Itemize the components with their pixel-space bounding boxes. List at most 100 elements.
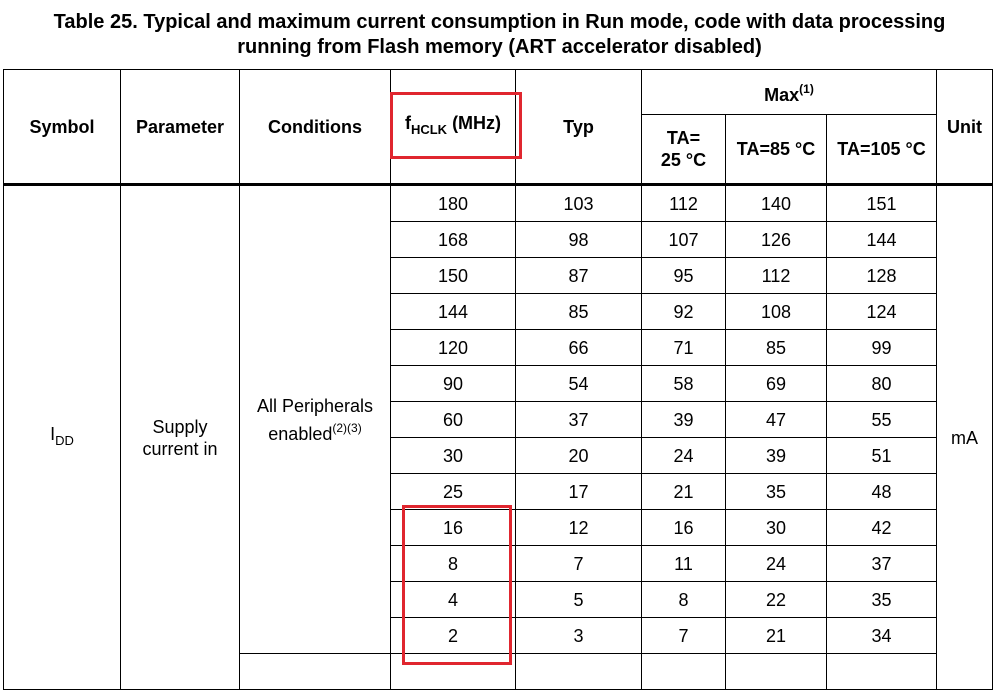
cell-typ: 7 bbox=[515, 545, 642, 582]
cell-max-ta25: 11 bbox=[641, 545, 726, 582]
fhclk-subscript: HCLK bbox=[410, 122, 448, 137]
cell-max-ta85: 30 bbox=[725, 509, 827, 546]
ta25-line-1: TA= bbox=[666, 128, 701, 148]
unit-value: mA bbox=[951, 427, 979, 448]
header-max: Max(1) bbox=[640, 69, 938, 115]
cell-max-ta85: 24 bbox=[725, 545, 827, 582]
cell-fhclk: 4 bbox=[390, 581, 516, 618]
cell-max-ta85: 140 bbox=[725, 184, 827, 222]
cell-max-ta25: 107 bbox=[641, 221, 726, 258]
cell-max-ta85-next bbox=[725, 653, 827, 690]
cell-max-ta85: 35 bbox=[725, 473, 827, 510]
cell-fhclk: 30 bbox=[390, 437, 516, 474]
idd-subscript: DD bbox=[55, 433, 74, 448]
cell-fhclk: 144 bbox=[390, 293, 516, 330]
header-fhclk: fHCLK (MHz) bbox=[390, 69, 516, 186]
header-ta-25: TA= 25 °C bbox=[641, 114, 726, 186]
cell-max-ta85: 69 bbox=[725, 365, 827, 402]
cell-typ: 3 bbox=[515, 617, 642, 654]
cell-max-ta25: 112 bbox=[641, 184, 726, 222]
cell-max-ta105: 99 bbox=[825, 329, 938, 366]
table-row: 144 85 92 108 124 bbox=[4, 293, 993, 330]
unit-cell: mA bbox=[936, 184, 994, 690]
cell-fhclk: 2 bbox=[390, 617, 516, 654]
cell-fhclk-next bbox=[390, 653, 516, 690]
cell-max-ta105: 34 bbox=[825, 617, 938, 654]
cell-max-ta105: 35 bbox=[825, 581, 938, 618]
max-label: Max bbox=[764, 85, 800, 105]
conditions-cell: All Peripherals enabled(2)(3) bbox=[239, 184, 391, 654]
cell-typ: 12 bbox=[515, 509, 642, 546]
conditions-line-1: All Peripherals bbox=[256, 395, 374, 416]
max-footnote: (1) bbox=[799, 82, 814, 96]
cell-fhclk: 16 bbox=[390, 509, 516, 546]
cell-max-ta85: 47 bbox=[725, 401, 827, 438]
cell-typ: 66 bbox=[515, 329, 642, 366]
cell-max-ta25: 8 bbox=[641, 581, 726, 618]
conditions-line-2: enabled(2)(3) bbox=[241, 417, 390, 445]
cell-typ: 37 bbox=[515, 401, 642, 438]
parameter-cell: Supply current in bbox=[120, 184, 240, 690]
cell-max-ta25: 95 bbox=[641, 257, 726, 294]
table-row: 60 37 39 47 55 bbox=[4, 401, 993, 438]
table-row: IDD Supply current in All Peripherals enab… bbox=[3, 184, 994, 690]
table-row: 25 17 21 35 48 bbox=[4, 473, 993, 510]
parameter-line-2: current in bbox=[142, 438, 218, 459]
idd-symbol: I bbox=[50, 424, 56, 444]
header-conditions: Conditions bbox=[239, 69, 391, 186]
header-ta-85: TA=85 °C bbox=[725, 114, 827, 186]
cell-fhclk: 120 bbox=[390, 329, 516, 366]
cell-max-ta105: 80 bbox=[825, 365, 938, 402]
table-row: 4 5 8 22 35 bbox=[4, 581, 993, 618]
cell-typ: 54 bbox=[515, 365, 642, 402]
conditions-footnotes: (2)(3) bbox=[332, 420, 362, 435]
cell-typ: 103 bbox=[515, 184, 642, 222]
cell-max-ta85: 108 bbox=[725, 293, 827, 330]
cell-max-ta105: 128 bbox=[825, 257, 938, 294]
table-row: 120 66 71 85 99 bbox=[4, 329, 993, 366]
table-row: 2 3 7 21 34 bbox=[4, 617, 993, 654]
header-symbol: Symbol bbox=[3, 69, 121, 186]
caption-line-2: running from Flash memory (ART accelerat… bbox=[237, 36, 762, 58]
cell-max-ta85: 39 bbox=[725, 437, 827, 474]
cell-max-ta25-next bbox=[641, 653, 726, 690]
cell-fhclk: 8 bbox=[390, 545, 516, 582]
cell-max-ta105: 124 bbox=[825, 293, 938, 330]
cell-fhclk: 60 bbox=[390, 401, 516, 438]
cell-max-ta85: 21 bbox=[725, 617, 827, 654]
table-row: 168 98 107 126 144 bbox=[4, 221, 993, 258]
cell-fhclk: 25 bbox=[390, 473, 516, 510]
cell-max-ta25: 92 bbox=[641, 293, 726, 330]
header-unit: Unit bbox=[936, 69, 994, 186]
cell-max-ta105: 42 bbox=[825, 509, 938, 546]
cell-fhclk: 180 bbox=[390, 184, 516, 222]
fhclk-symbol: f bbox=[404, 113, 411, 133]
cell-fhclk: 90 bbox=[390, 365, 516, 402]
cell-typ: 98 bbox=[515, 221, 642, 258]
cell-typ: 85 bbox=[515, 293, 642, 330]
cell-typ: 5 bbox=[515, 581, 642, 618]
cell-max-ta85: 126 bbox=[725, 221, 827, 258]
cell-max-ta25: 39 bbox=[641, 401, 726, 438]
cell-conditions-next bbox=[239, 653, 391, 690]
symbol-cell: IDD bbox=[3, 184, 121, 690]
cell-max-ta85: 85 bbox=[725, 329, 827, 366]
caption-line-1: Table 25. Typical and maximum current co… bbox=[53, 11, 946, 33]
cell-max-ta25: 7 bbox=[641, 617, 726, 654]
cell-max-ta85: 112 bbox=[725, 257, 827, 294]
cell-max-ta105: 144 bbox=[825, 221, 938, 258]
table-row: 16 12 16 30 42 bbox=[4, 509, 993, 546]
cell-typ-next bbox=[515, 653, 642, 690]
current-consumption-table: Symbol Parameter Conditions fHCLK (MHz) … bbox=[3, 69, 994, 690]
cell-max-ta105-next bbox=[825, 653, 938, 690]
table-caption: Table 25. Typical and maximum current co… bbox=[0, 10, 999, 60]
cell-typ: 17 bbox=[515, 473, 642, 510]
header-typ: Typ bbox=[515, 69, 642, 186]
cell-max-ta25: 24 bbox=[641, 437, 726, 474]
fhclk-unit: (MHz) bbox=[447, 113, 502, 133]
cell-fhclk: 168 bbox=[390, 221, 516, 258]
cell-max-ta25: 71 bbox=[641, 329, 726, 366]
cell-max-ta105: 51 bbox=[825, 437, 938, 474]
cell-max-ta105: 48 bbox=[825, 473, 938, 510]
cell-max-ta105: 37 bbox=[825, 545, 938, 582]
